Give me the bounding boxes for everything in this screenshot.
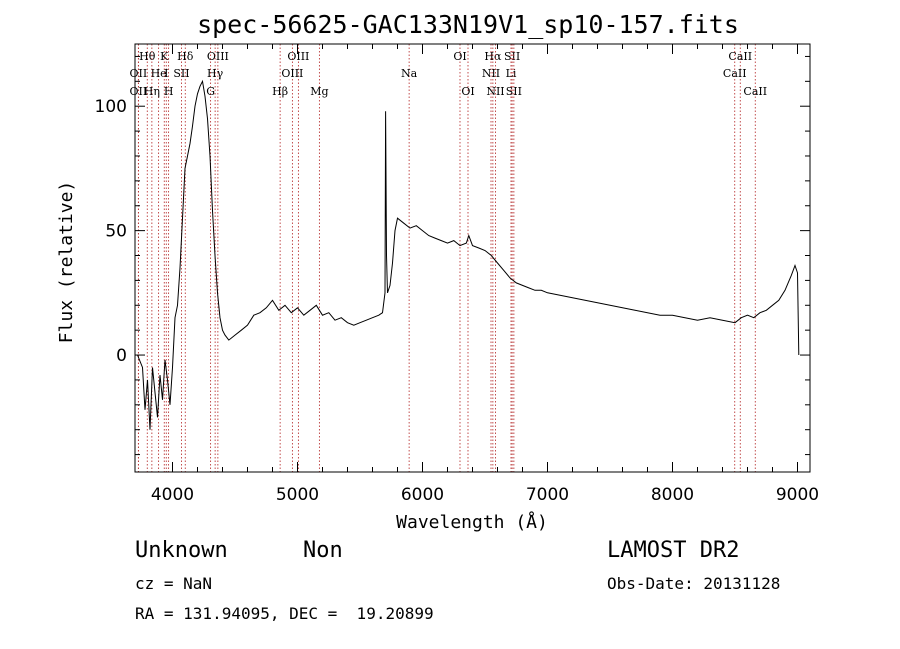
coordinates: RA = 131.94095, DEC = 19.20899 (135, 604, 434, 623)
spectral-line-label: Li (506, 67, 517, 80)
x-tick-label: 4000 (151, 485, 194, 505)
spectral-line-label: Hδ (177, 50, 194, 63)
spectral-line-label: OIII (287, 50, 309, 63)
spectral-line-label: OI (453, 50, 466, 63)
spectral-line-label: NII (486, 85, 504, 98)
chart-title: spec-56625-GAC133N19V1_sp10-157.fits (197, 10, 739, 39)
spectral-line-label: Hθ (139, 50, 156, 63)
x-tick-label: 8000 (651, 485, 694, 505)
spectral-line-label: Na (401, 67, 418, 80)
y-axis-label: Flux (relative) (56, 181, 77, 344)
survey-name: LAMOST DR2 (607, 538, 740, 563)
spectral-line-label: Hβ (272, 85, 288, 98)
redshift-value: cz = NaN (135, 574, 213, 593)
spectral-line-label: SII (173, 67, 189, 80)
spectral-line-label: OI (461, 85, 474, 98)
obs-date: Obs-Date: 20131128 (607, 574, 781, 593)
spectral-line-label: K (160, 50, 169, 63)
spectral-line-label: Hη (144, 85, 160, 98)
y-tick-label: 0 (116, 346, 127, 366)
x-tick-label: 7000 (526, 485, 569, 505)
object-class: Unknown (135, 538, 228, 563)
axis-ticks: 4000 5000 6000 7000 8000 9000 0 50 100 (95, 44, 819, 505)
x-tick-label: 6000 (401, 485, 444, 505)
y-tick-label: 50 (105, 222, 127, 242)
spectral-line-label: G (206, 85, 215, 98)
spectral-line-label: H (164, 85, 174, 98)
object-subclass: Non (303, 538, 343, 563)
plot-frame (134, 43, 811, 473)
spectrum-chart: spec-56625-GAC133N19V1_sp10-157.fits Hθ O… (56, 10, 819, 533)
spectral-line-label: Mg (310, 85, 328, 98)
spectral-line-label: He (151, 67, 167, 80)
x-axis-label: Wavelength (Å) (396, 511, 548, 533)
spectral-line-label: OIII (207, 50, 229, 63)
x-tick-label: 5000 (276, 485, 319, 505)
spectral-line-label: Hα (484, 50, 502, 63)
spectral-line-label: Hγ (207, 67, 224, 80)
x-tick-label: 9000 (776, 485, 819, 505)
spectral-line-label: I (164, 67, 168, 80)
spectral-line-label: CaII (723, 67, 747, 80)
spectral-line-label: CaII (743, 85, 767, 98)
spectral-line-label: OIII (281, 67, 303, 80)
y-tick-label: 100 (95, 97, 127, 117)
spectral-line-label: OII (130, 85, 148, 98)
spectral-line-label: CaII (728, 50, 752, 63)
spectral-line-label: NII (482, 67, 500, 80)
flux-series-line (137, 79, 800, 430)
spectral-line-label: SII (504, 50, 520, 63)
spectral-line-label: SII (506, 85, 522, 98)
